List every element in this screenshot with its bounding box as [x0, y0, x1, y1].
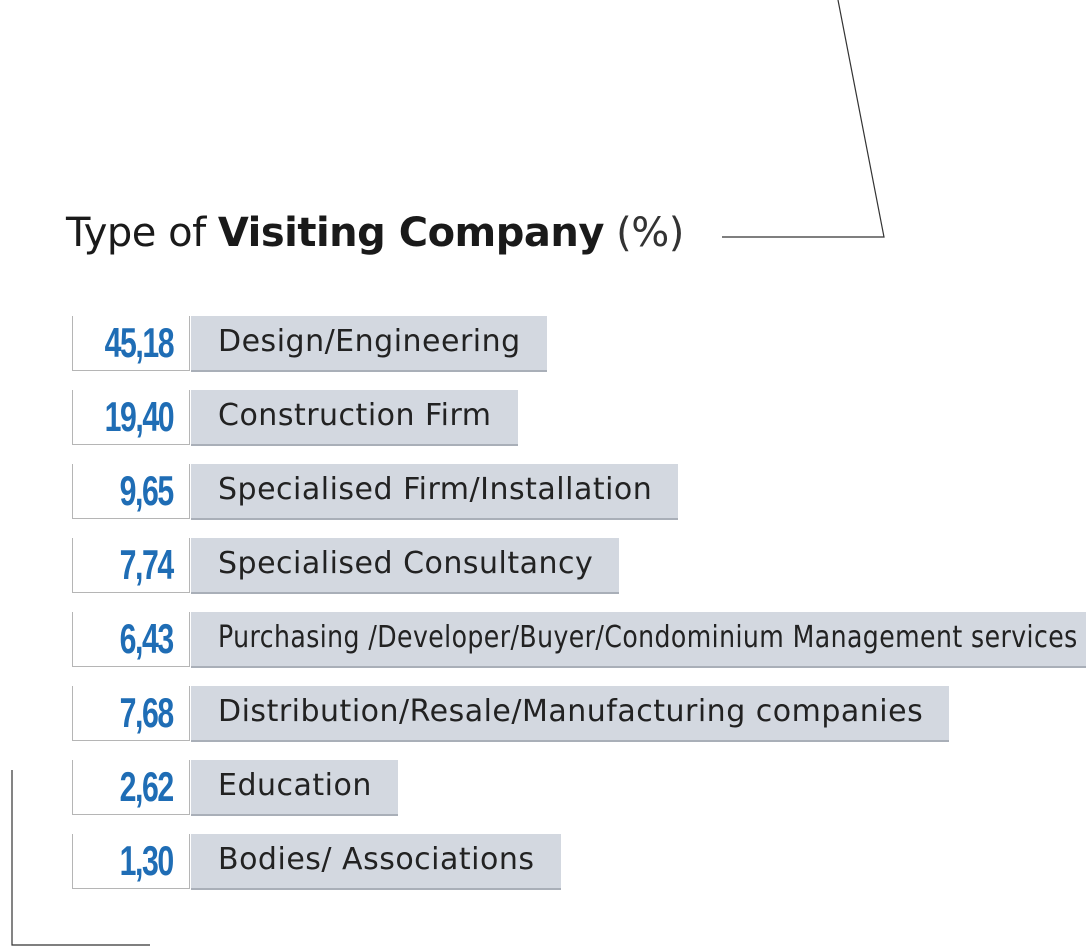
bar — [191, 686, 949, 742]
value-cell: 19,40 — [72, 390, 190, 445]
bar — [191, 760, 398, 816]
data-label: 6,43 — [119, 615, 175, 662]
category-label: Education — [218, 768, 372, 803]
category-label: Specialised Firm/Installation — [218, 472, 653, 507]
value-cell: 2,62 — [72, 760, 190, 815]
data-label: 9,65 — [119, 467, 175, 514]
value-cell: 9,65 — [72, 464, 190, 519]
bar — [191, 538, 619, 594]
category-label: Distribution/Resale/Manufacturing compan… — [218, 694, 924, 729]
data-label: 2,62 — [119, 763, 175, 810]
category-label: Bodies/ Associations — [218, 842, 535, 877]
bar — [191, 390, 518, 446]
bar — [191, 316, 547, 372]
value-cell: 1,30 — [72, 834, 190, 889]
value-cell: 6,43 — [72, 612, 190, 667]
bar — [191, 464, 678, 520]
value-cell: 45,18 — [72, 316, 190, 371]
bar — [191, 834, 561, 890]
category-label: Purchasing /Developer/Buyer/Condominium … — [218, 620, 1078, 655]
data-label: 19,40 — [104, 393, 175, 440]
bar — [191, 612, 1086, 668]
data-label: 7,74 — [119, 541, 175, 588]
data-label: 7,68 — [119, 689, 175, 736]
chart-title: Type of Visiting Company (%) — [66, 210, 684, 256]
title-pointer-line — [722, 0, 885, 238]
category-label: Design/Engineering — [218, 324, 521, 359]
title-unit: (%) — [616, 210, 684, 256]
title-prefix: Type of — [66, 210, 218, 256]
title-emphasis: Visiting Company — [217, 210, 605, 256]
data-label: 45,18 — [104, 319, 175, 366]
data-label: 1,30 — [119, 837, 175, 884]
category-label: Specialised Consultancy — [218, 546, 594, 581]
category-label: Construction Firm — [218, 398, 492, 433]
value-cell: 7,68 — [72, 686, 190, 741]
bottom-bracket-line — [11, 770, 150, 946]
value-cell: 7,74 — [72, 538, 190, 593]
